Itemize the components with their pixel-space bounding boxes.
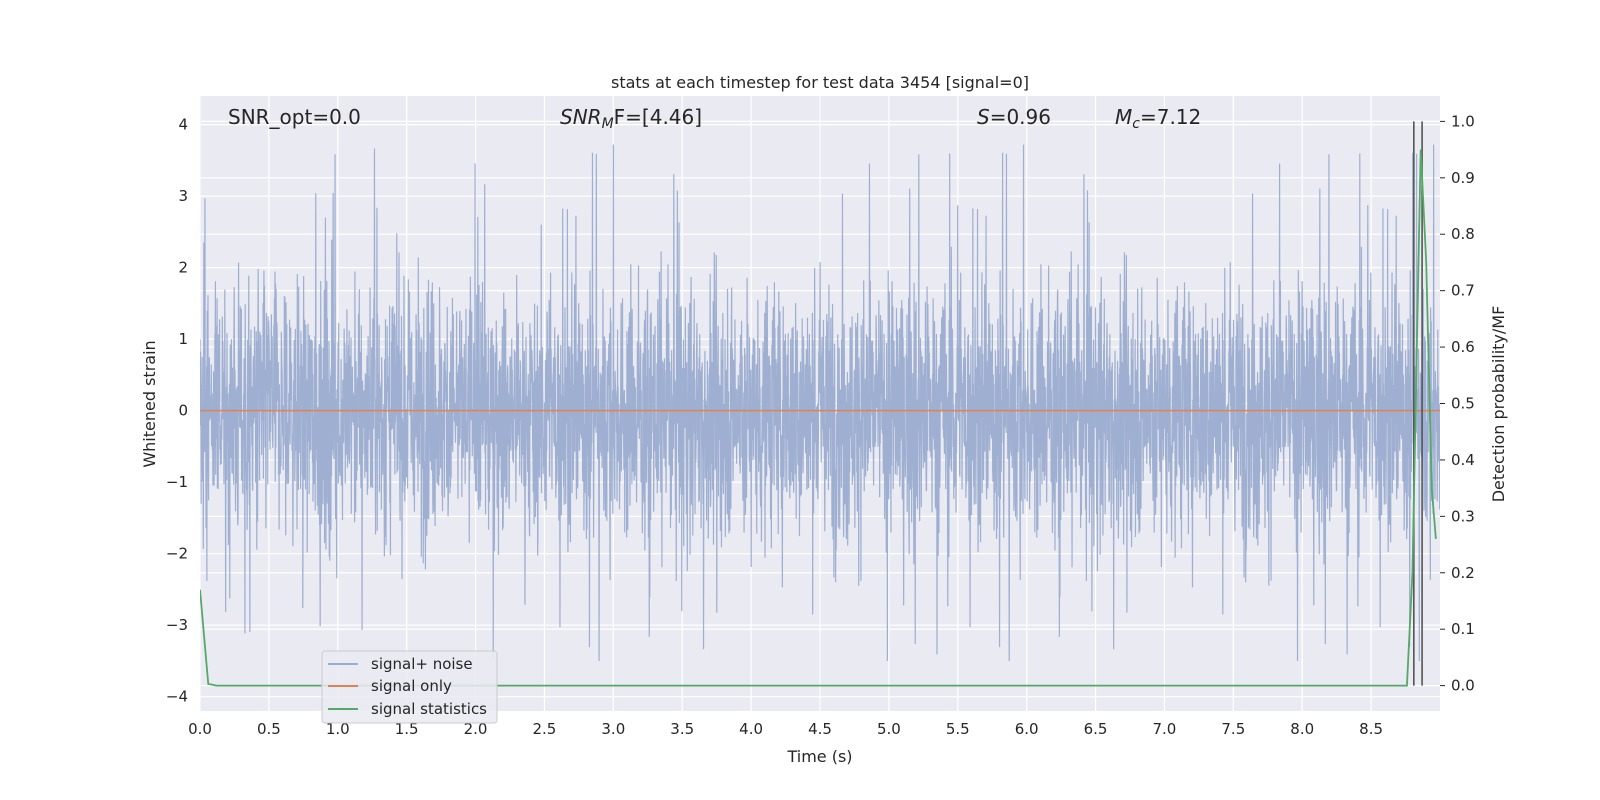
annotation-s-var: S bbox=[977, 105, 990, 129]
y-left-tick-label: −1 bbox=[166, 473, 188, 491]
y-left-axis-label: Whitened strain bbox=[140, 340, 159, 467]
annotation-s: S=0.96 bbox=[977, 105, 1051, 129]
y-right-tick-label: 0.2 bbox=[1451, 564, 1475, 582]
series-layer bbox=[200, 121, 1440, 687]
series-signal-statistics bbox=[200, 149, 1437, 687]
y-right-tick-label: 0.5 bbox=[1451, 395, 1475, 413]
x-tick-label: 8.5 bbox=[1359, 720, 1383, 738]
x-tick-label: 0.5 bbox=[257, 720, 281, 738]
annotation-s-rest: =0.96 bbox=[990, 105, 1051, 129]
x-tick-label: 1.5 bbox=[395, 720, 419, 738]
y-right-tick-label: 0.1 bbox=[1451, 620, 1475, 638]
y-right-axis-label: Detection probability/MF bbox=[1489, 306, 1508, 503]
y-left-axis-ticks: 4 3 2 1 0 −1 −2 −3 −4 bbox=[166, 116, 188, 706]
x-tick-label: 7.0 bbox=[1153, 720, 1177, 738]
x-tick-label: 3.5 bbox=[670, 720, 694, 738]
annotation-snr-mf: SNRMF=[4.46] bbox=[560, 105, 702, 132]
x-tick-label: 6.0 bbox=[1015, 720, 1039, 738]
x-tick-label: 0.0 bbox=[188, 720, 212, 738]
annotation-mc: Mc=7.12 bbox=[1115, 105, 1201, 132]
x-tick-label: 7.5 bbox=[1221, 720, 1245, 738]
x-tick-label: 8.0 bbox=[1290, 720, 1314, 738]
y-left-tick-label: 2 bbox=[178, 259, 188, 277]
y-right-tick-label: 0.4 bbox=[1451, 451, 1475, 469]
legend-label-signal-statistics: signal statistics bbox=[371, 700, 487, 718]
x-axis-label: Time (s) bbox=[786, 747, 852, 766]
x-tick-label: 4.0 bbox=[739, 720, 763, 738]
plot-series bbox=[200, 121, 1440, 687]
y-left-tick-label: −2 bbox=[166, 545, 188, 563]
y-right-tick-label: 0.7 bbox=[1451, 282, 1475, 300]
x-tick-label: 5.0 bbox=[877, 720, 901, 738]
y-left-tick-label: −3 bbox=[166, 616, 188, 634]
legend: signal+ noise signal only signal statist… bbox=[321, 650, 498, 724]
legend-label-signal-only: signal only bbox=[371, 677, 452, 695]
x-tick-label: 5.5 bbox=[946, 720, 970, 738]
y-left-tick-label: −4 bbox=[166, 688, 188, 706]
x-tick-label: 2.5 bbox=[533, 720, 557, 738]
chart-title: stats at each timestep for test data 345… bbox=[611, 73, 1029, 92]
x-tick-label: 3.0 bbox=[601, 720, 625, 738]
annotation-snr-mf-rest: F=[4.46] bbox=[614, 105, 702, 129]
legend-box bbox=[321, 650, 498, 724]
x-tick-label: 1.0 bbox=[326, 720, 350, 738]
y-left-tick-label: 3 bbox=[178, 187, 188, 205]
y-left-tick-label: 0 bbox=[178, 402, 188, 420]
y-right-tick-label: 0.6 bbox=[1451, 338, 1475, 356]
annotation-snr-opt: SNR_opt=0.0 bbox=[228, 105, 361, 129]
y-right-tick-label: 0.0 bbox=[1451, 677, 1475, 695]
annotation-mc-sub: c bbox=[1132, 116, 1140, 132]
x-axis-ticks: 0.0 0.5 1.0 1.5 2.0 2.5 3.0 3.5 4.0 4.5 5.0 5.5 6.0 6… bbox=[188, 720, 1383, 738]
y-left-tick-label: 1 bbox=[178, 330, 188, 348]
y-right-tick-label: 0.9 bbox=[1451, 169, 1475, 187]
y-right-tick-label: 0.3 bbox=[1451, 507, 1475, 525]
legend-label-signal-noise: signal+ noise bbox=[371, 655, 473, 673]
y-right-tick-label: 0.8 bbox=[1451, 225, 1475, 243]
y-right-tick-label: 1.0 bbox=[1451, 112, 1475, 130]
y-right-axis-ticks: 1.0 0.9 0.8 0.7 0.6 0.5 0.4 0.3 0.2 0.1 0.0 bbox=[1440, 112, 1475, 695]
series-signal-noise bbox=[200, 144, 1440, 661]
x-tick-label: 4.5 bbox=[808, 720, 832, 738]
x-tick-label: 2.0 bbox=[464, 720, 488, 738]
annotation-snr-mf-base: SNR bbox=[560, 105, 602, 129]
y-left-tick-label: 4 bbox=[178, 116, 188, 134]
annotation-mc-rest: =7.12 bbox=[1140, 105, 1201, 129]
annotation-mc-base: M bbox=[1115, 105, 1132, 129]
annotation-snr-mf-sub: M bbox=[602, 116, 614, 132]
x-tick-label: 6.5 bbox=[1084, 720, 1108, 738]
